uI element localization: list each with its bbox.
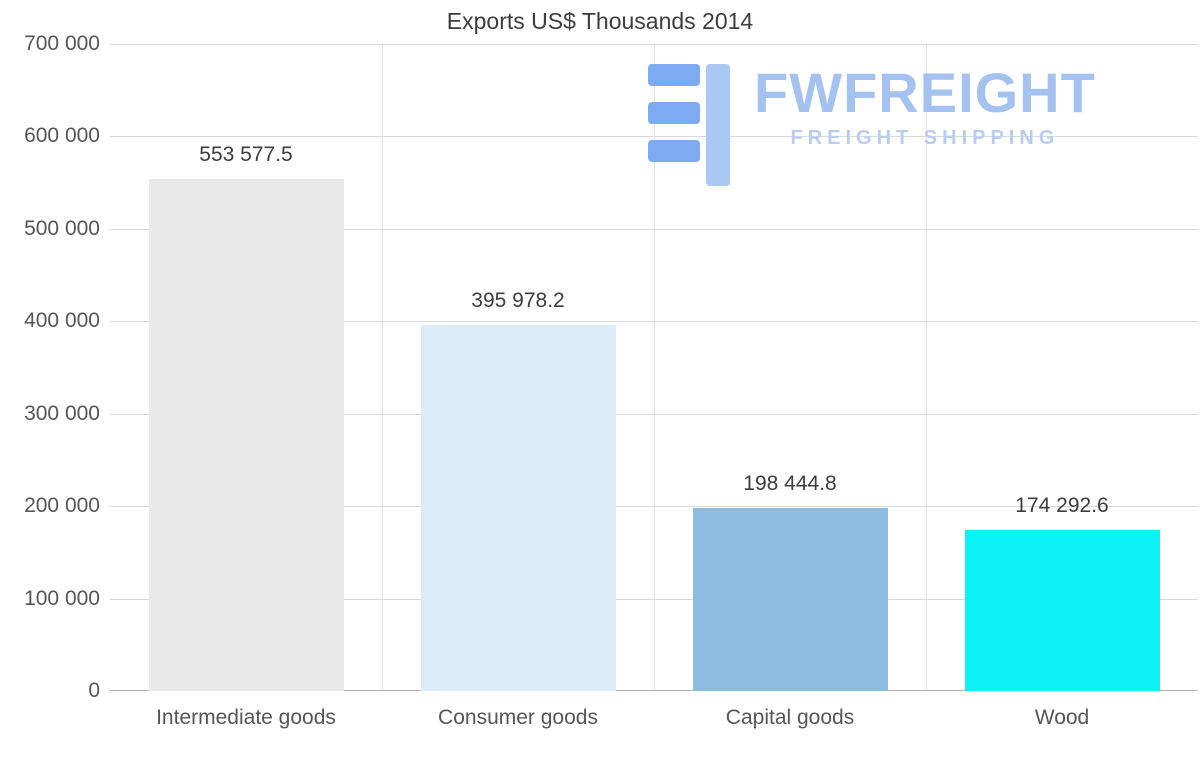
y-tick-label: 100 000 — [24, 586, 100, 610]
y-tick-label: 400 000 — [24, 309, 100, 333]
chart-title: Exports US$ Thousands 2014 — [446, 8, 754, 34]
gridline-vertical — [382, 44, 383, 691]
x-category-label: Consumer goods — [438, 706, 598, 729]
bar-value-label: 553 577.5 — [199, 143, 293, 167]
bar — [148, 179, 344, 691]
x-axis-line — [110, 690, 1198, 691]
gridline-vertical — [926, 44, 927, 691]
bar — [964, 529, 1160, 691]
x-category-label: Capital goods — [725, 706, 855, 729]
gridline-vertical — [654, 44, 655, 691]
y-tick-label: 700 000 — [24, 32, 100, 55]
bar-value-label: 198 444.8 — [743, 471, 837, 495]
x-category-label: Wood — [1034, 706, 1090, 729]
y-tick-label: 300 000 — [24, 401, 100, 425]
y-tick-label: 200 000 — [24, 494, 100, 518]
x-axis-category-labels: Intermediate goods Consumer goods Capital … — [110, 706, 1198, 738]
bar — [692, 507, 888, 691]
bar-value-label: 174 292.6 — [1015, 493, 1109, 517]
y-axis-tick-labels: 0 100 000 200 000 300 000 400 000 500 000 600 … — [0, 32, 100, 702]
bar — [420, 325, 616, 691]
y-tick-label: 500 000 — [24, 216, 100, 240]
plot-area: 553 577.5 395 978.2 198 444.8 174 292.6 — [110, 44, 1198, 691]
x-category-label: Intermediate goods — [156, 706, 336, 729]
y-tick-label: 0 — [88, 679, 100, 702]
y-tick-label: 600 000 — [24, 124, 100, 148]
bar-value-label: 395 978.2 — [471, 289, 565, 312]
